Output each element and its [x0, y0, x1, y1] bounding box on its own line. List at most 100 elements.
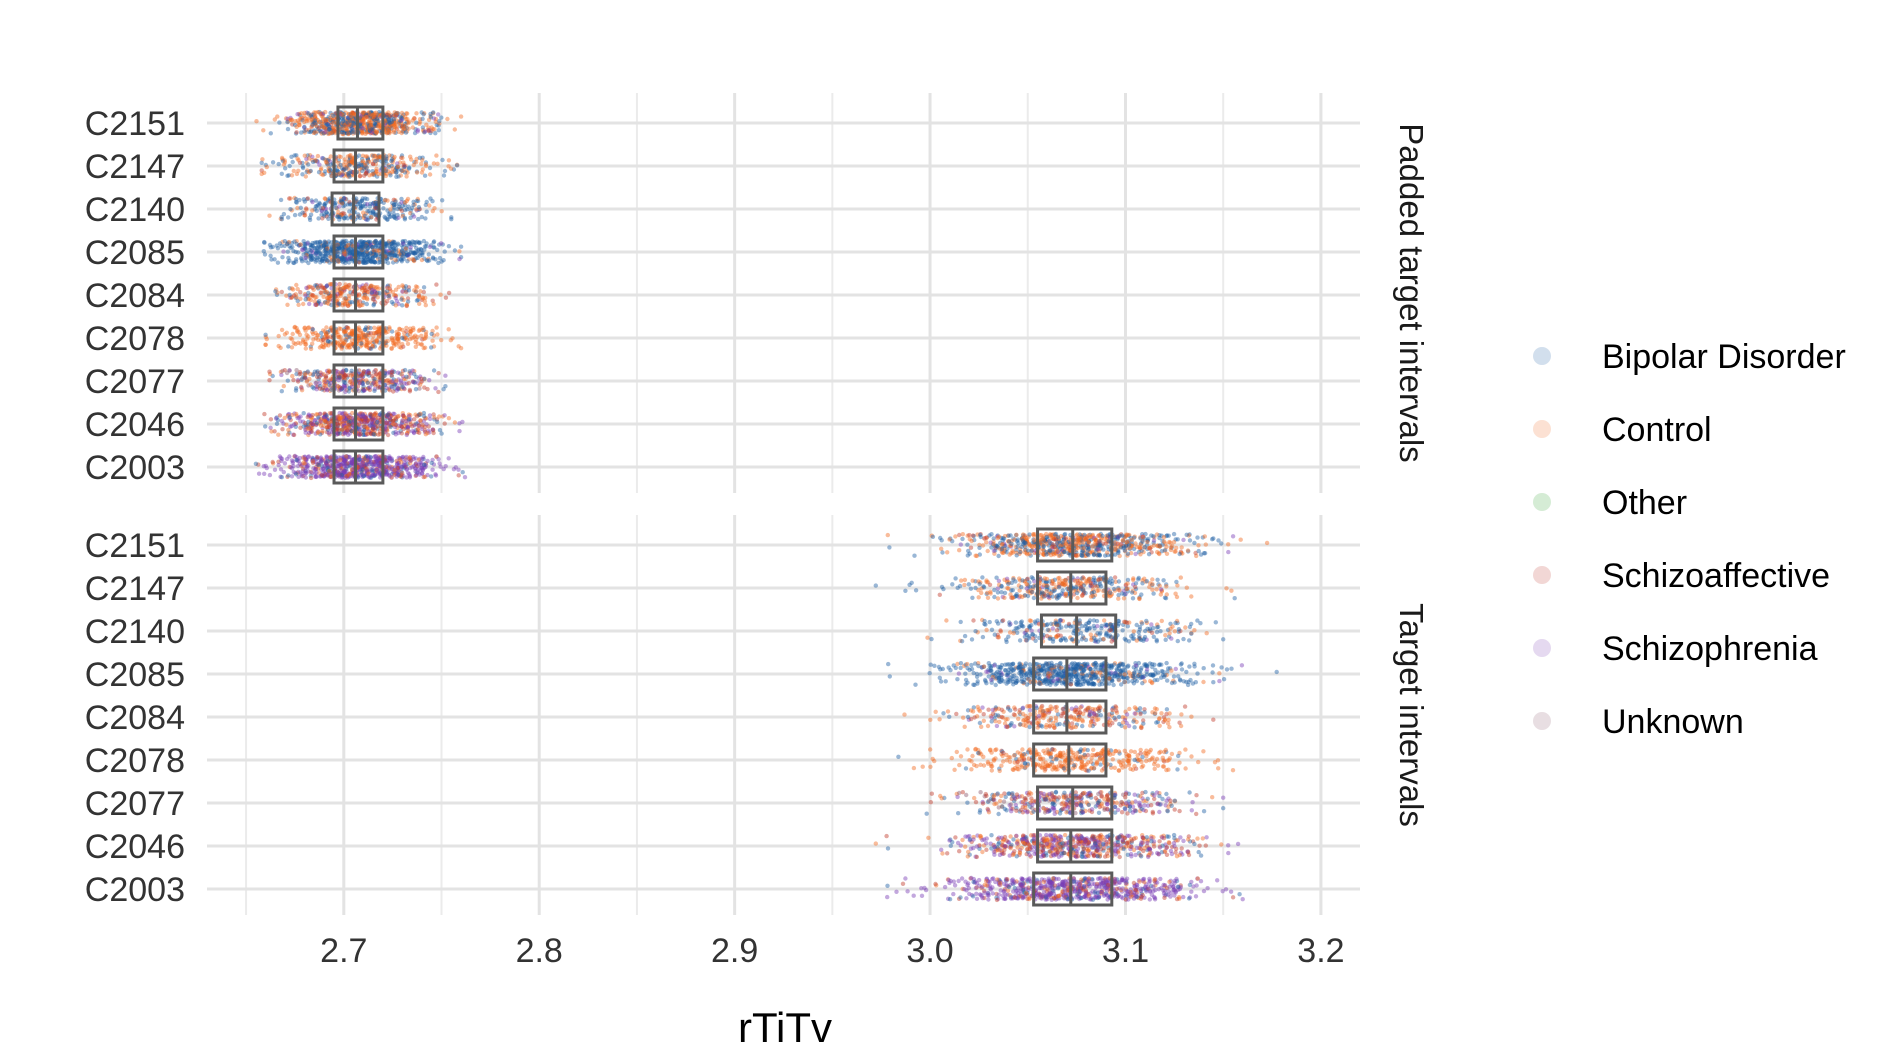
- data-point: [396, 413, 401, 419]
- data-point: [414, 111, 419, 116]
- data-point: [387, 131, 392, 136]
- data-point: [360, 116, 366, 122]
- data-point: [341, 468, 347, 473]
- data-point: [281, 249, 286, 254]
- data-point: [402, 252, 407, 257]
- data-point: [322, 335, 327, 340]
- data-point: [394, 126, 400, 131]
- data-point: [411, 430, 416, 435]
- data-point: [442, 168, 448, 174]
- data-point: [306, 112, 311, 117]
- data-point: [263, 342, 268, 347]
- data-point: [395, 164, 400, 170]
- data-point: [342, 296, 347, 301]
- data-point: [279, 171, 284, 176]
- data-point: [392, 252, 398, 258]
- data-point: [264, 336, 269, 342]
- data-point: [436, 112, 441, 117]
- data-point: [289, 173, 295, 178]
- data-point: [445, 116, 450, 122]
- data-point: [365, 154, 370, 159]
- data-point: [317, 162, 322, 167]
- data-point: [313, 131, 319, 136]
- data-point: [400, 289, 405, 294]
- data-point: [301, 460, 306, 465]
- data-point: [358, 123, 363, 128]
- data-point: [303, 116, 308, 121]
- data-point: [414, 120, 419, 125]
- data-point: [305, 196, 310, 201]
- data-point: [340, 300, 345, 306]
- data-point: [320, 124, 325, 129]
- data-point: [349, 384, 354, 389]
- data-point: [347, 130, 352, 135]
- data-point: [280, 427, 285, 432]
- data-point: [279, 458, 284, 464]
- data-point: [367, 251, 373, 256]
- data-point: [417, 121, 422, 127]
- data-point: [403, 462, 408, 467]
- data-point: [400, 283, 405, 288]
- data-point: [352, 115, 357, 120]
- data-point: [340, 247, 345, 252]
- data-point: [359, 118, 364, 123]
- data-point: [974, 553, 979, 559]
- data-point: [400, 124, 405, 129]
- data-point: [317, 109, 322, 115]
- data-point: [295, 286, 300, 292]
- data-point: [423, 129, 428, 134]
- data-point: [436, 389, 441, 395]
- data-point: [385, 122, 390, 128]
- data-point: [359, 122, 364, 127]
- data-point: [369, 128, 374, 133]
- data-point: [1121, 545, 1126, 551]
- data-point: [330, 130, 335, 135]
- data-point: [367, 110, 372, 116]
- data-point: [376, 122, 381, 127]
- data-point: [287, 415, 292, 420]
- data-point: [323, 126, 329, 132]
- data-point: [267, 213, 272, 218]
- data-point: [308, 346, 314, 352]
- data-point: [326, 130, 331, 135]
- data-point: [386, 381, 391, 386]
- data-point: [384, 111, 389, 117]
- data-point: [371, 171, 376, 176]
- data-point: [324, 283, 330, 288]
- data-point: [411, 116, 417, 121]
- data-point: [329, 127, 334, 132]
- data-point: [371, 423, 376, 428]
- data-point: [428, 130, 433, 136]
- data-point: [364, 170, 369, 176]
- data-point: [375, 117, 380, 122]
- data-point: [387, 326, 392, 332]
- data-point: [299, 384, 304, 390]
- data-point: [306, 426, 311, 431]
- data-point: [309, 116, 314, 122]
- data-point: [345, 118, 351, 123]
- data-point: [991, 536, 996, 541]
- data-point: [374, 119, 379, 124]
- data-point: [308, 129, 313, 135]
- data-point: [361, 384, 366, 389]
- data-point: [286, 473, 291, 478]
- data-point: [386, 120, 392, 125]
- data-point: [430, 199, 435, 204]
- data-point: [308, 113, 313, 118]
- data-point: [360, 124, 365, 129]
- facet-panels: C2151C2147C2140C2085C2084C2078C2077C2046…: [85, 93, 1430, 915]
- data-point: [446, 244, 452, 249]
- data-point: [404, 129, 410, 134]
- data-point: [365, 121, 371, 127]
- data-point: [374, 340, 379, 345]
- data-point: [426, 117, 432, 123]
- data-point: [392, 124, 397, 129]
- data-point: [401, 162, 406, 168]
- data-point: [393, 432, 398, 437]
- y-tick-label: C2085: [85, 234, 185, 272]
- data-point: [346, 122, 351, 127]
- data-point: [339, 112, 344, 117]
- data-point: [364, 130, 369, 135]
- data-point: [370, 112, 375, 117]
- data-point: [377, 128, 382, 134]
